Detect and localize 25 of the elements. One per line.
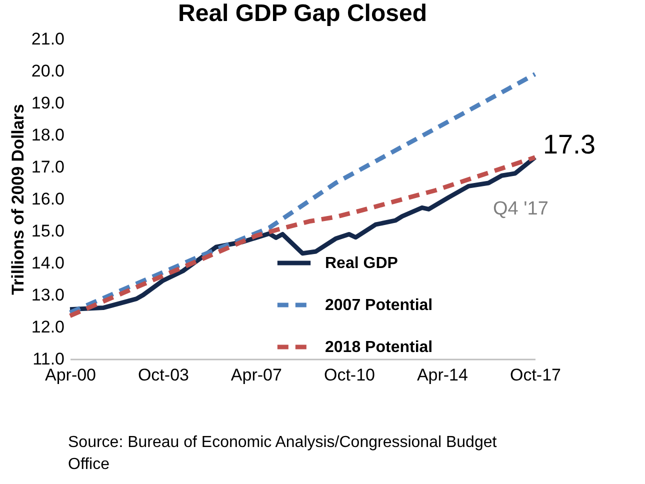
- y-tick-label: 11.0: [32, 350, 64, 368]
- y-tick-label: 13.0: [31, 286, 64, 304]
- y-tick-label: 18.0: [31, 126, 64, 144]
- legend-label: Real GDP: [325, 255, 398, 272]
- x-tick-label: Apr-14: [416, 366, 468, 384]
- y-tick-label: 12.0: [31, 318, 64, 336]
- legend-label: 2007 Potential: [325, 297, 433, 314]
- y-tick-label: 17.0: [31, 158, 64, 176]
- y-axis-title: Trillions of 2009 Dollars: [8, 104, 28, 295]
- y-tick-label: 21.0: [31, 30, 64, 48]
- y-tick-label: 15.0: [31, 222, 64, 240]
- y-tick-label: 20.0: [31, 62, 64, 80]
- y-tick-label: 14.0: [31, 254, 64, 272]
- x-tick-label: Oct-10: [324, 366, 375, 384]
- y-tick-label: 19.0: [31, 94, 64, 112]
- chart-title: Real GDP Gap Closed: [178, 0, 427, 27]
- annotation: 17.3: [543, 129, 596, 160]
- y-tick-label: 16.0: [31, 190, 64, 208]
- source-note: Source: Bureau of Economic Analysis/Congressional Budget Office: [68, 433, 498, 475]
- annotation: Q4 '17: [493, 198, 548, 220]
- legend-label: 2018 Potential: [325, 339, 433, 356]
- x-tick-label: Oct-03: [138, 366, 189, 384]
- x-tick-label: Apr-00: [44, 366, 96, 384]
- x-tick-label: Oct-17: [510, 366, 562, 384]
- x-tick-label: Apr-07: [230, 366, 282, 384]
